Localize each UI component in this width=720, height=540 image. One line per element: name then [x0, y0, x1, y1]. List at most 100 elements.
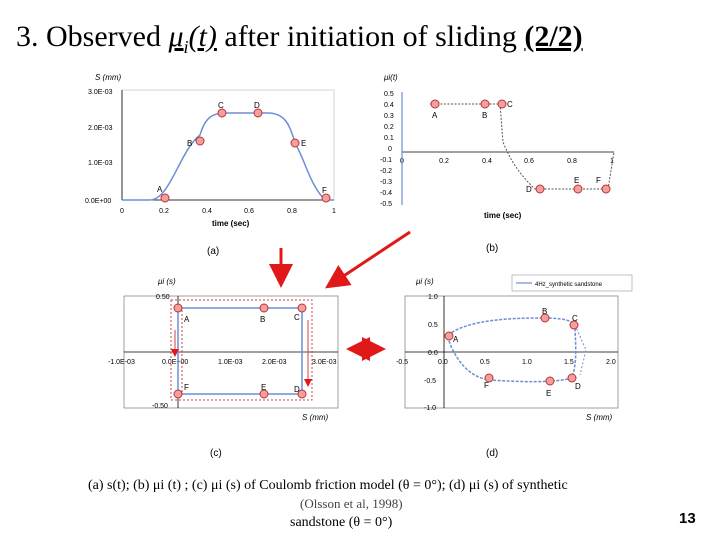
panel-b-curve — [430, 103, 615, 190]
panel-b-ytick: 0.2 — [384, 124, 394, 131]
panel-d-point — [569, 320, 579, 330]
panel-c-xtick: 2.0E-03 — [262, 359, 287, 366]
panel-d-point-label: B — [542, 307, 547, 316]
panel-a-point-label: B — [187, 139, 192, 148]
page-number: 13 — [679, 510, 696, 527]
panel-c-xtick: 1.0E-03 — [218, 359, 243, 366]
panel-d-xtick: 0.5 — [480, 359, 490, 366]
panel-d-point-label: A — [453, 335, 459, 344]
panel-a: S (mm) 3.0E-03 2.0E-03 1.0E-03 0.0E+00 0… — [85, 73, 336, 257]
panel-a-point — [253, 108, 263, 118]
panel-a-point-label: D — [254, 101, 260, 110]
panel-b-ytick: -0.2 — [380, 168, 392, 175]
panel-b: μi(t) 0.5 0.4 0.3 0.2 0.1 0 -0.1 -0.2 -0… — [380, 73, 615, 254]
panel-c-ytick: 0.50 — [156, 294, 170, 301]
panel-d-point — [545, 376, 555, 386]
panel-a-point — [160, 193, 170, 203]
title-middle: after initiation of sliding — [216, 20, 525, 53]
arrow-diagonal — [324, 230, 411, 289]
panel-a-ytick: 2.0E-03 — [88, 125, 113, 132]
panel-d-xtick: 2.0 — [606, 359, 616, 366]
panel-c-xtick: 3.0E-03 — [312, 359, 337, 366]
panel-b-ytick: 0 — [388, 146, 392, 153]
panel-b-xlabel: time (sec) — [484, 211, 522, 220]
panel-c-point — [297, 303, 307, 313]
panel-a-ylabel: S (mm) — [95, 73, 122, 82]
panel-a-xtick: 0 — [120, 208, 124, 215]
panel-c-ylabel: μi (s) — [157, 277, 176, 286]
panel-d-ylabel: μi (s) — [415, 277, 434, 286]
figure-caption: (a) s(t); (b) μi (t) ; (c) μi (s) of Cou… — [88, 478, 568, 493]
panel-b-ytick: 0.1 — [384, 135, 394, 142]
panel-c-point-label: E — [261, 383, 266, 392]
panel-c-point — [259, 303, 269, 313]
panel-d-point-label: C — [572, 314, 578, 323]
panel-d-point — [444, 331, 454, 341]
panel-a-ytick: 3.0E-03 — [88, 89, 113, 96]
panel-a-point-label: F — [322, 186, 327, 195]
panel-a-point-label: C — [218, 101, 224, 110]
panel-b-xtick: 0.8 — [567, 158, 577, 165]
panel-c-point-label: D — [294, 385, 300, 394]
panel-a-point-label: E — [301, 139, 306, 148]
panel-b-xtick: 0.6 — [524, 158, 534, 165]
panel-b-point — [430, 99, 440, 109]
panel-b-point-label: C — [507, 100, 513, 109]
slide-title: 3. Observed μi(t) after initiation of sl… — [16, 20, 583, 58]
panel-b-ytick: 0.3 — [384, 113, 394, 120]
title-symbol: μi(t) — [168, 20, 217, 57]
title-part: (2/2) — [524, 20, 583, 53]
panel-c-point-label: A — [184, 315, 190, 324]
panel-b-ytick: -0.1 — [380, 157, 392, 164]
panel-d: μi (s) 4Hz_synthetic sandstone 1.0 0.5 0… — [396, 274, 633, 459]
panel-b-point-label: B — [482, 111, 487, 120]
panel-c-label: (c) — [210, 448, 222, 459]
panel-d-point-label: D — [575, 382, 581, 391]
panel-d-ytick: 0.0 — [428, 350, 438, 357]
panel-b-point — [480, 99, 490, 109]
panel-b-ylabel: μi(t) — [383, 73, 398, 82]
panel-c-xlabel: S (mm) — [302, 413, 329, 422]
panel-d-ytick: 1.0 — [428, 294, 438, 301]
panel-d-ytick: 0.5 — [428, 322, 438, 329]
panel-d-ytick: -1.0 — [424, 405, 436, 412]
panel-a-point — [290, 138, 300, 148]
panel-d-xtick: -0.5 — [396, 359, 408, 366]
panel-b-ytick: 0.5 — [384, 91, 394, 98]
annotation-arrows — [269, 230, 411, 361]
panel-a-ytick: 1.0E-03 — [88, 160, 113, 167]
panel-d-xlabel: S (mm) — [586, 413, 613, 422]
panel-b-point — [601, 184, 611, 194]
title-prefix: 3. Observed — [16, 20, 169, 53]
panel-b-point — [535, 184, 545, 194]
panel-c-xtick: -1.0E-03 — [108, 359, 135, 366]
panel-c-point — [173, 389, 183, 399]
panel-c-point — [173, 303, 183, 313]
panel-a-label: (a) — [207, 246, 219, 257]
panel-b-xtick: 0.4 — [482, 158, 492, 165]
panel-b-point — [573, 184, 583, 194]
panel-b-point — [497, 99, 507, 109]
panel-c-point-label: F — [184, 383, 189, 392]
panel-d-point-label: E — [546, 389, 551, 398]
panel-d-label: (d) — [486, 448, 498, 459]
panel-b-ytick: -0.5 — [380, 201, 392, 208]
panel-b-xtick: 0.2 — [439, 158, 449, 165]
panel-a-point-label: A — [157, 185, 163, 194]
panel-d-point — [540, 313, 550, 323]
panel-a-curve — [122, 112, 334, 201]
panel-a-point — [217, 108, 227, 118]
panel-a-point — [321, 193, 331, 203]
panel-b-point-label: E — [574, 176, 579, 185]
citation: (Olsson et al, 1998) — [300, 496, 403, 511]
panel-b-point-label: D — [526, 185, 532, 194]
panel-d-curve — [447, 317, 577, 383]
panel-a-point — [195, 136, 205, 146]
panel-d-xtick: 0.0 — [438, 359, 448, 366]
panel-b-ytick: -0.3 — [380, 179, 392, 186]
panel-a-ytick: 0.0E+00 — [85, 198, 111, 205]
panel-c: μi (s) 0.50 -0.50 -1.0E-03 0.0E+00 1.0E-… — [108, 277, 339, 459]
panel-c-ytick: -0.50 — [152, 403, 168, 410]
panel-d-legend: 4Hz_synthetic sandstone — [535, 282, 603, 288]
panel-b-point-label: A — [432, 111, 438, 120]
